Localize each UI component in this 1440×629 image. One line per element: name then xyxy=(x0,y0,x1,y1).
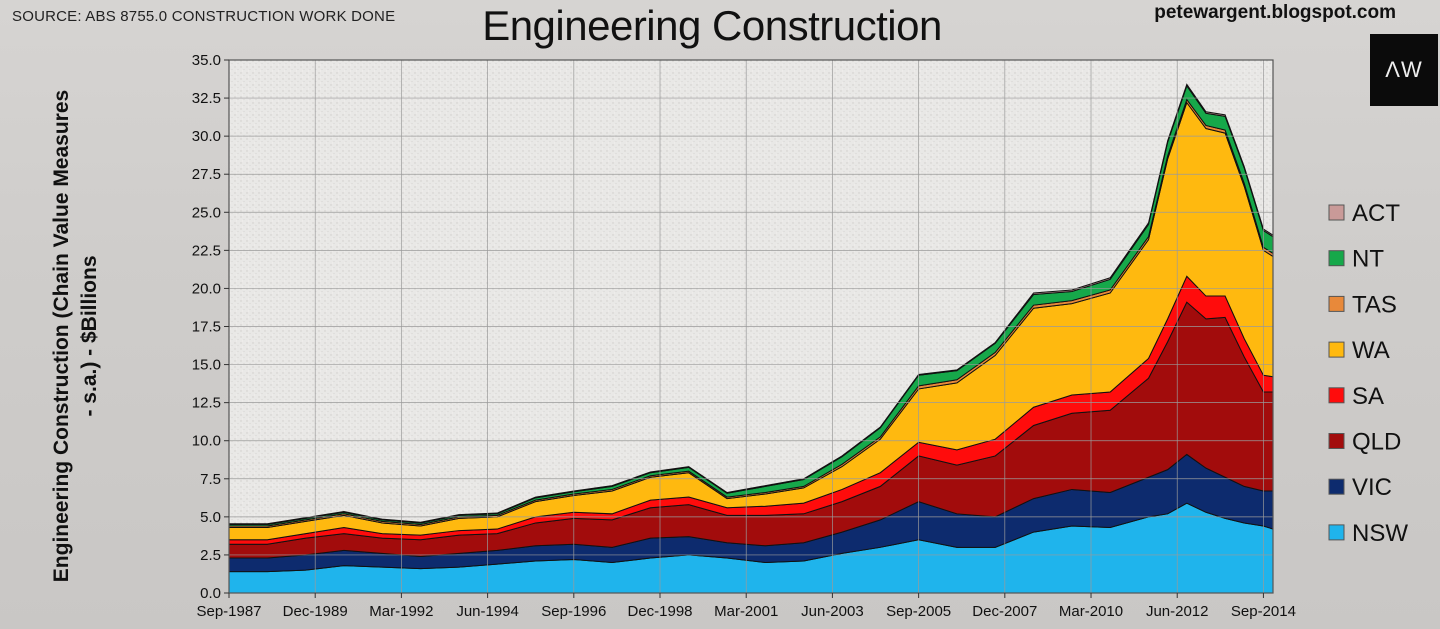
legend-label-wa: WA xyxy=(1352,337,1390,364)
legend-label-act: ACT xyxy=(1352,200,1400,227)
y-tick-label: 22.5 xyxy=(192,242,221,259)
x-tick-label: Mar-2001 xyxy=(714,603,778,620)
x-tick-label: Jun-1994 xyxy=(456,603,519,620)
y-tick-label: 32.5 xyxy=(192,90,221,107)
legend-swatch-wa xyxy=(1328,341,1345,358)
legend-swatch-nsw xyxy=(1328,524,1345,541)
legend-label-tas: TAS xyxy=(1352,291,1397,318)
aw-logo: ΛW xyxy=(1370,34,1438,106)
y-axis-ticks: 0.0 2.5 5.0 7.5 10.0 12.5 15.0 17.5 20.0 22.5 25.0… xyxy=(192,52,229,602)
y-tick-label: 27.5 xyxy=(192,166,221,183)
y-tick-label: 20.0 xyxy=(192,280,221,297)
chart-title: Engineering Construction xyxy=(482,2,942,49)
y-tick-label: 35.0 xyxy=(192,52,221,69)
legend-swatch-vic xyxy=(1328,478,1345,495)
legend-label-sa: SA xyxy=(1352,383,1384,410)
legend-label-vic: VIC xyxy=(1352,474,1392,501)
x-tick-label: Sep-2014 xyxy=(1231,603,1296,620)
legend-label-nsw: NSW xyxy=(1352,520,1408,547)
source-note: SOURCE: ABS 8755.0 CONSTRUCTION WORK DON… xyxy=(12,8,396,25)
y-axis-label-line: - s.a.) - $Billions xyxy=(78,255,101,416)
y-axis-label-line: Engineering Construction (Chain Value Me… xyxy=(50,90,73,582)
y-tick-label: 17.5 xyxy=(192,319,221,336)
legend-label-nt: NT xyxy=(1352,246,1384,273)
legend: ACT NT TAS WA SA QLD VIC NSW xyxy=(1328,200,1408,547)
x-tick-label: Dec-1989 xyxy=(283,603,348,620)
x-tick-label: Sep-2005 xyxy=(886,603,951,620)
x-tick-label: Jun-2012 xyxy=(1146,603,1209,620)
x-tick-label: Sep-1987 xyxy=(196,603,261,620)
x-tick-label: Mar-1992 xyxy=(369,603,433,620)
y-tick-label: 10.0 xyxy=(192,433,221,450)
x-tick-label: Dec-2007 xyxy=(972,603,1037,620)
x-tick-label: Dec-1998 xyxy=(627,603,692,620)
y-tick-label: 7.5 xyxy=(200,471,221,488)
legend-label-qld: QLD xyxy=(1352,429,1401,456)
y-tick-label: 30.0 xyxy=(192,128,221,145)
blog-url: petewargent.blogspot.com xyxy=(1154,2,1396,23)
legend-swatch-tas xyxy=(1328,295,1345,312)
x-tick-label: Jun-2003 xyxy=(801,603,864,620)
y-axis-label: Engineering Construction (Chain Value Me… xyxy=(50,90,101,582)
legend-swatch-sa xyxy=(1328,387,1345,404)
y-tick-label: 0.0 xyxy=(200,585,221,602)
legend-swatch-act xyxy=(1328,204,1345,221)
legend-swatch-nt xyxy=(1328,250,1345,267)
x-tick-label: Mar-2010 xyxy=(1059,603,1123,620)
legend-swatch-qld xyxy=(1328,433,1345,449)
y-tick-label: 5.0 xyxy=(200,509,221,526)
x-tick-label: Sep-1996 xyxy=(541,603,606,620)
y-tick-label: 12.5 xyxy=(192,395,221,412)
y-tick-label: 25.0 xyxy=(192,204,221,221)
y-tick-label: 2.5 xyxy=(200,547,221,564)
x-axis-ticks: Sep-1987 Dec-1989 Mar-1992 Jun-1994 Sep-1996… xyxy=(196,593,1296,620)
y-tick-label: 15.0 xyxy=(192,357,221,374)
